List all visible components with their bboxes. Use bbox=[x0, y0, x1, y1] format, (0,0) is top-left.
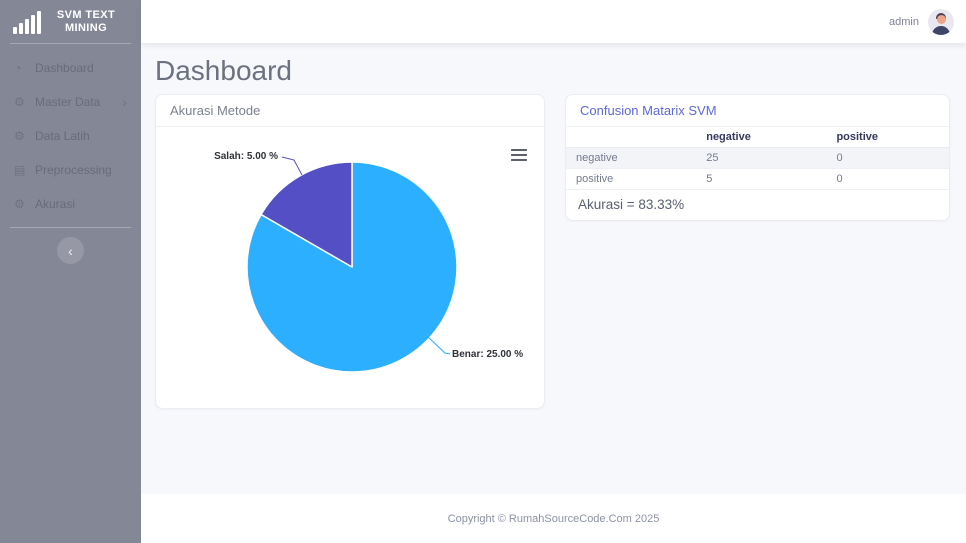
sidebar-item-master-data[interactable]: ⚙ Master Data › bbox=[0, 85, 141, 119]
cell-neg-pos: 0 bbox=[836, 152, 843, 164]
chevron-left-icon: ‹ bbox=[68, 242, 73, 259]
sidebar-nav: ◔ Dashboard ⚙ Master Data › ⚙ Data Latih… bbox=[0, 44, 141, 227]
pie-label-benar: Benar: 25.00 % bbox=[452, 349, 524, 360]
sidebar-item-preprocessing[interactable]: ▤ Preprocessing bbox=[0, 153, 141, 187]
chart-context-menu-button[interactable] bbox=[511, 149, 527, 161]
sidebar: SVM TEXT MINING ◔ Dashboard ⚙ Master Dat… bbox=[0, 0, 141, 543]
table-header-positive: positive bbox=[826, 127, 949, 148]
sidebar-item-data-latih[interactable]: ⚙ Data Latih bbox=[0, 119, 141, 153]
avatar-head bbox=[936, 14, 946, 24]
gear-icon: ⚙ bbox=[14, 129, 25, 143]
sidebar-divider-top bbox=[10, 43, 131, 44]
table-row: negative 25 0 bbox=[566, 147, 949, 169]
connector-salah bbox=[281, 156, 303, 176]
sidebar-item-label: Dashboard bbox=[35, 61, 94, 75]
pie-chart-svg bbox=[246, 156, 458, 373]
sidebar-collapse-button[interactable]: ‹ bbox=[57, 237, 84, 264]
cards-row: Akurasi Metode Salah: 5.00 % Benar: 25.0… bbox=[155, 94, 950, 409]
gear-icon: ⚙ bbox=[14, 197, 25, 211]
confusion-matrix-table: negative positive negative 25 0 po bbox=[566, 127, 949, 190]
hamburger-icon bbox=[511, 149, 527, 151]
sidebar-item-label: Akurasi bbox=[35, 197, 76, 211]
row-label-positive: positive bbox=[576, 173, 614, 185]
chevron-right-icon: › bbox=[122, 94, 127, 110]
pie-chart: Salah: 5.00 % Benar: 25.00 % bbox=[156, 127, 544, 408]
gear-icon: ⚙ bbox=[14, 95, 25, 109]
table-row: positive 5 0 bbox=[566, 169, 949, 190]
brand-title-line1: SVM TEXT bbox=[56, 8, 116, 21]
akurasi-metode-card: Akurasi Metode Salah: 5.00 % Benar: 25.0… bbox=[155, 94, 545, 409]
topbar: admin bbox=[141, 0, 966, 43]
pie-slice-salah[interactable] bbox=[260, 161, 353, 268]
accuracy-text: Akurasi = 83.33% bbox=[578, 197, 685, 212]
cell-pos-pos: 0 bbox=[836, 173, 843, 185]
sidebar-divider-bottom bbox=[10, 227, 131, 228]
sidebar-item-label: Master Data bbox=[35, 95, 101, 109]
gauge-icon: ◔ bbox=[14, 61, 22, 75]
username-label: admin bbox=[889, 15, 919, 28]
chart-card-title: Akurasi Metode bbox=[156, 95, 544, 127]
bar-chart-logo-icon bbox=[13, 10, 41, 34]
connector-benar bbox=[427, 336, 451, 355]
user-avatar[interactable] bbox=[928, 8, 954, 35]
sidebar-item-label: Data Latih bbox=[35, 129, 90, 143]
row-label-negative: negative bbox=[576, 152, 618, 164]
brand-title: SVM TEXT MINING bbox=[41, 9, 131, 35]
confusion-matrix-card: Confusion Matarix SVM negative positive bbox=[565, 94, 950, 221]
pie-label-salah: Salah: 5.00 % bbox=[214, 151, 278, 162]
sidebar-collapse-area: ‹ bbox=[0, 237, 141, 264]
brand-title-line2: MINING bbox=[64, 21, 108, 34]
page-title: Dashboard bbox=[155, 55, 292, 86]
sidebar-item-akurasi[interactable]: ⚙ Akurasi bbox=[0, 187, 141, 221]
main-column: admin Dashboard Akurasi Metode bbox=[141, 0, 966, 543]
cell-pos-neg: 5 bbox=[706, 173, 713, 185]
table-header-empty bbox=[566, 127, 697, 148]
file-icon: ▤ bbox=[14, 163, 26, 177]
sidebar-item-label: Preprocessing bbox=[35, 163, 112, 177]
avatar-torso bbox=[932, 25, 950, 35]
footer: Copyright © RumahSourceCode.Com 2025 bbox=[141, 494, 966, 543]
copyright-text: Copyright © RumahSourceCode.Com 2025 bbox=[447, 512, 660, 525]
table-header-negative: negative bbox=[696, 127, 827, 148]
matrix-card-title: Confusion Matarix SVM bbox=[566, 95, 949, 127]
brand[interactable]: SVM TEXT MINING bbox=[0, 0, 141, 43]
page-content: Dashboard Akurasi Metode Salah: 5.00 % B… bbox=[141, 43, 966, 494]
sidebar-item-dashboard[interactable]: ◔ Dashboard bbox=[0, 51, 141, 85]
table-header-row: negative positive bbox=[566, 127, 949, 148]
cell-neg-neg: 25 bbox=[706, 152, 719, 164]
